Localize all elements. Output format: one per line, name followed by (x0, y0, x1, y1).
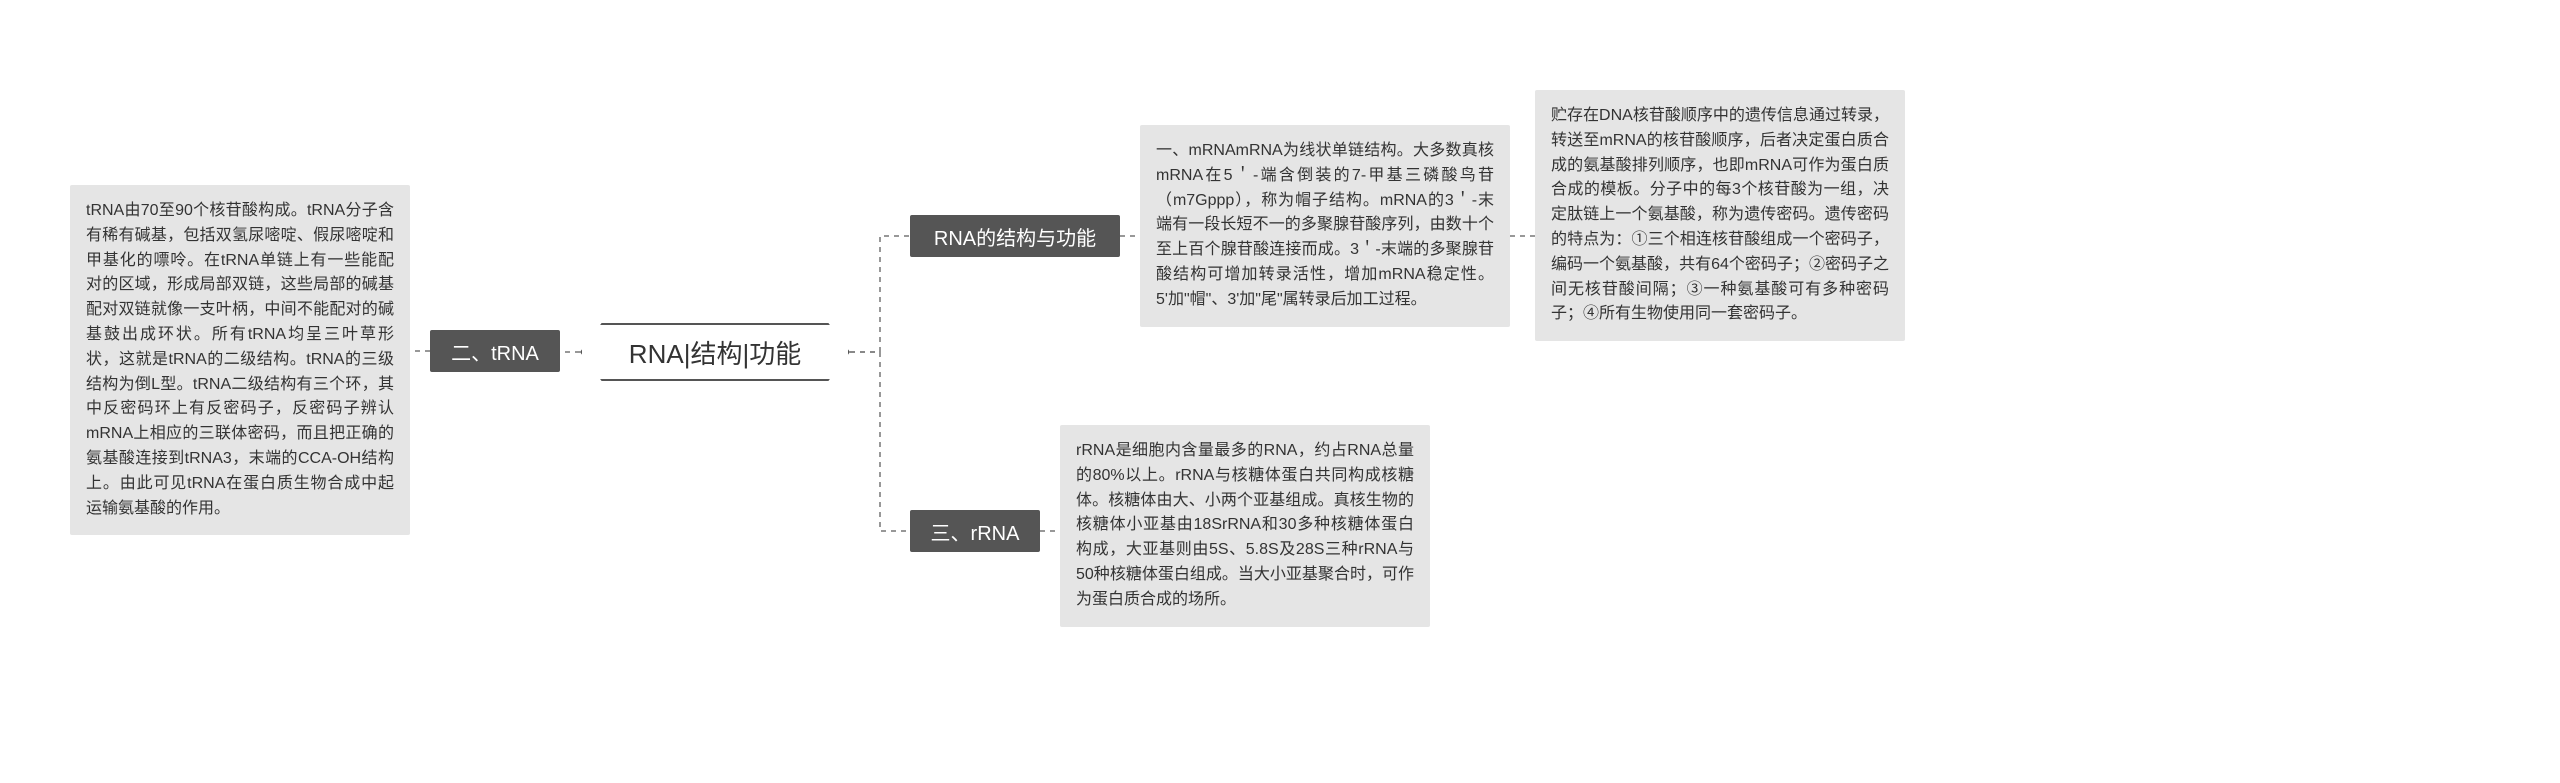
mrna-desc2-text: 贮存在DNA核苷酸顺序中的遗传信息通过转录，转送至mRNA的核苷酸顺序，后者决定… (1551, 104, 1889, 327)
rrna-desc: rRNA是细胞内含量最多的RNA，约占RNA总量的80%以上。rRNA与核糖体蛋… (1060, 425, 1430, 627)
mrna-desc2: 贮存在DNA核苷酸顺序中的遗传信息通过转录，转送至mRNA的核苷酸顺序，后者决定… (1535, 90, 1905, 341)
rrna-node: 三、rRNA (910, 510, 1040, 552)
mrna-desc1-text: 一、mRNAmRNA为线状单链结构。大多数真核mRNA在5＇-端含倒装的7-甲基… (1156, 139, 1494, 313)
rrna-desc-text: rRNA是细胞内含量最多的RNA，约占RNA总量的80%以上。rRNA与核糖体蛋… (1076, 439, 1414, 613)
trna-label: 二、tRNA (451, 337, 539, 366)
edge (850, 352, 910, 531)
center-label: RNA|结构|功能 (629, 334, 801, 371)
rrna-label: 三、rRNA (931, 517, 1020, 546)
mrna-desc1: 一、mRNAmRNA为线状单链结构。大多数真核mRNA在5＇-端含倒装的7-甲基… (1140, 125, 1510, 327)
trna-desc-text: tRNA由70至90个核苷酸构成。tRNA分子含有稀有碱基，包括双氢尿嘧啶、假尿… (86, 199, 394, 521)
trna-node: 二、tRNA (430, 330, 560, 372)
mrna-node: RNA的结构与功能 (910, 215, 1120, 257)
center-node: RNA|结构|功能 (580, 323, 850, 381)
edge (850, 236, 910, 352)
mrna-label: RNA的结构与功能 (934, 222, 1096, 251)
trna-desc: tRNA由70至90个核苷酸构成。tRNA分子含有稀有碱基，包括双氢尿嘧啶、假尿… (70, 185, 410, 535)
